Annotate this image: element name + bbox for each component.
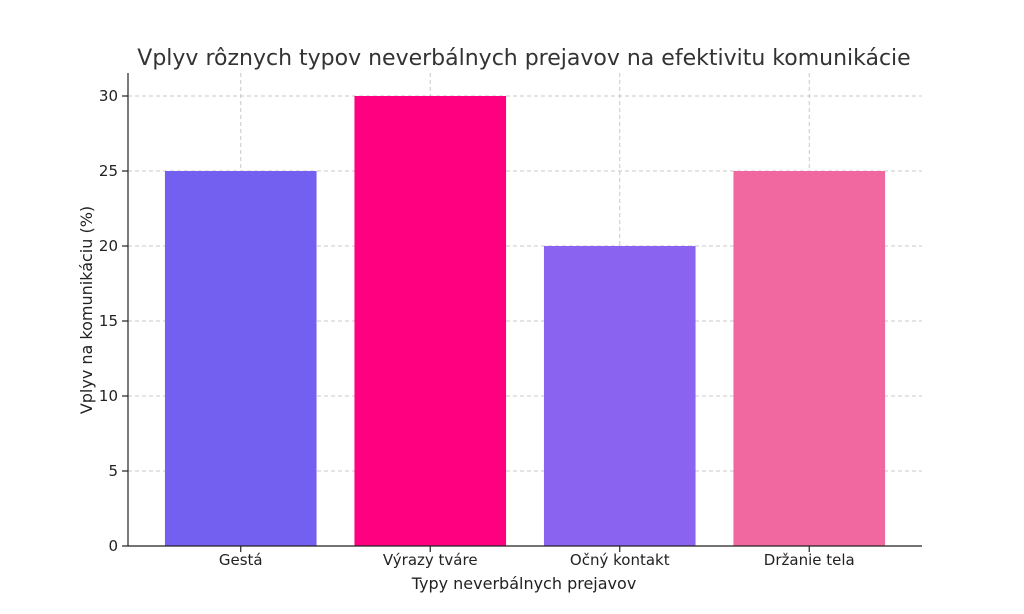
- x-tick-label: Gestá: [219, 551, 263, 569]
- bar: [543, 246, 696, 546]
- x-tick-label: Držanie tela: [764, 551, 855, 569]
- x-tick-label: Výrazy tváre: [383, 551, 478, 569]
- bar: [164, 171, 317, 546]
- bar: [733, 171, 886, 546]
- y-tick-label: 10: [99, 387, 118, 405]
- x-axis: Gestá Výrazy tváre Očný kontakt Držanie tel…: [128, 545, 922, 569]
- y-tick-label: 20: [99, 237, 118, 255]
- y-tick-label: 15: [99, 312, 118, 330]
- y-tick-label: 30: [99, 87, 118, 105]
- y-tick-label: 25: [99, 162, 118, 180]
- y-tick-label: 5: [108, 462, 118, 480]
- y-axis: 0 5 10 15 20 25 30: [99, 73, 129, 555]
- x-axis-label: Typy neverbálnych prejavov: [411, 574, 637, 593]
- bars: [164, 96, 886, 546]
- x-tick-label: Očný kontakt: [570, 551, 670, 569]
- chart-title: Vplyv rôznych typov neverbálnych prejavo…: [137, 46, 910, 71]
- bar: [354, 96, 507, 546]
- y-tick-label: 0: [108, 537, 118, 555]
- y-axis-label: Vplyv na komunikáciu (%): [77, 206, 96, 414]
